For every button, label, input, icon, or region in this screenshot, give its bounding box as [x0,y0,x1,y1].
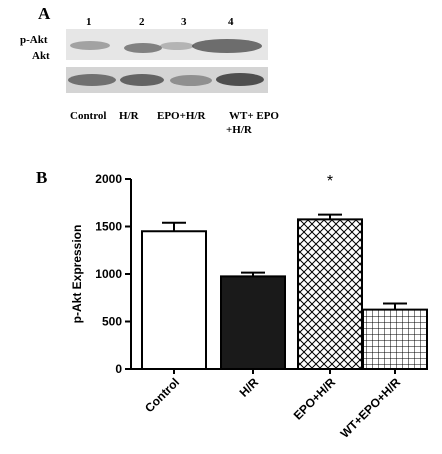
p-akt-blot-image [66,29,268,60]
y-tick-label: 1000 [95,267,122,281]
condition-label-hr: H/R [119,110,139,122]
lane-number-1: 1 [86,16,92,28]
x-tick-label-control: Control [142,375,182,415]
band-lane-2b-p-akt [160,42,194,50]
x-tick-label-wt-epo-h-r: WT+EPO+H/R [338,375,404,441]
band-lane-2-p-akt [124,43,162,53]
y-tick-label: 2000 [95,172,122,186]
lane-number-4: 4 [228,16,234,28]
condition-label-control: Control [70,110,107,122]
x-tick-label-epo-h-r: EPO+H/R [291,375,339,423]
band-lane-4-akt [216,73,264,86]
significance-asterisk: * [327,173,333,190]
band-lane-3-akt [170,75,212,86]
bar-wt-epo-h-r [362,308,428,370]
condition-label-epo-hr: EPO+H/R [157,110,206,122]
y-tick-label: 500 [102,315,122,329]
band-lane-2-akt [120,74,164,86]
band-lane-4-p-akt [192,39,262,53]
row-label-p-akt: p-Akt [20,34,48,46]
lane-number-3: 3 [181,16,187,28]
band-lane-1-akt [68,74,116,86]
bar-control [141,230,207,370]
bar-epo-h-r [297,218,363,370]
y-tick-label: 0 [115,362,122,376]
lane-number-2: 2 [139,16,145,28]
condition-label-wt-epo: WT+ EPO [229,110,279,122]
band-lane-1-p-akt [70,41,110,50]
bar-h-r [220,275,286,370]
panel-b-label: B [36,168,48,187]
y-axis-title: p-Akt Expression [70,225,84,324]
akt-blot-image [66,67,268,93]
condition-label-wt-epo-hr-line2: +H/R [226,124,252,136]
y-tick-label: 1500 [95,220,122,234]
x-tick-label-h-r: H/R [237,375,262,400]
chart-bars [141,213,428,370]
panel-a-label: A [38,4,51,23]
bar-chart: 0 500 1000 1500 2000 p-Akt Expression Control H… [70,172,428,441]
row-label-akt: Akt [32,50,50,62]
